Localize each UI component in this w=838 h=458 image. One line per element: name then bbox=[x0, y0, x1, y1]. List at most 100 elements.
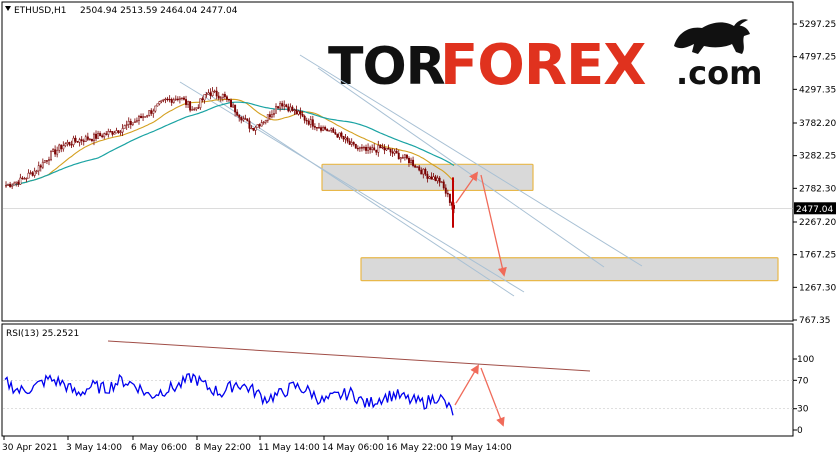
candle-body bbox=[213, 90, 216, 93]
candle-body bbox=[360, 147, 363, 149]
candle-body bbox=[25, 177, 28, 180]
candle-body bbox=[195, 107, 198, 110]
candle-body bbox=[27, 172, 30, 179]
candle-body bbox=[187, 101, 190, 105]
candle-body bbox=[268, 114, 271, 118]
candle-body bbox=[52, 149, 55, 152]
candle-body bbox=[172, 99, 175, 103]
candle-body bbox=[385, 148, 388, 151]
candle-body bbox=[115, 130, 118, 134]
time-tick-label: 11 May 14:00 bbox=[258, 443, 320, 453]
candle-body bbox=[244, 118, 247, 120]
candle-body bbox=[301, 113, 304, 117]
rsi-trend-line bbox=[107, 340, 591, 372]
candle-body bbox=[291, 106, 294, 111]
candle-body bbox=[252, 127, 255, 131]
candle-body bbox=[19, 177, 22, 185]
candle-body bbox=[207, 92, 210, 95]
candle-body bbox=[93, 133, 95, 141]
candle-body bbox=[56, 149, 59, 155]
forecast-arrow-down bbox=[480, 174, 507, 277]
price-tick-label: 767.35 bbox=[799, 316, 831, 326]
candle-body bbox=[90, 138, 93, 141]
candle-body bbox=[352, 142, 355, 145]
candle-body bbox=[99, 133, 102, 136]
price-tick-label: 4797.25 bbox=[799, 53, 836, 63]
candle-body bbox=[270, 114, 273, 118]
candle-body bbox=[307, 120, 310, 125]
candle-body bbox=[7, 183, 10, 186]
candle-body bbox=[80, 139, 83, 141]
candle-body bbox=[54, 149, 57, 155]
candle-body bbox=[225, 96, 228, 100]
candle-body bbox=[395, 150, 398, 154]
candle-body bbox=[420, 169, 423, 175]
candle-body bbox=[37, 165, 40, 172]
candle-body bbox=[340, 132, 343, 137]
candle-body bbox=[348, 140, 351, 145]
candle-body bbox=[367, 147, 370, 151]
candle-body bbox=[234, 104, 237, 113]
candle-body bbox=[199, 98, 202, 108]
candle-body bbox=[446, 193, 449, 195]
candle-body bbox=[154, 105, 157, 112]
candle-body bbox=[41, 161, 44, 168]
candle-body bbox=[324, 127, 327, 130]
candle-body bbox=[279, 103, 282, 109]
price-tick-label: 3782.20 bbox=[799, 119, 836, 129]
candle-body bbox=[410, 159, 412, 164]
candle-body bbox=[422, 168, 425, 175]
candle-body bbox=[205, 93, 208, 96]
candle-body bbox=[299, 111, 302, 115]
candle-body bbox=[414, 165, 417, 168]
candle-body bbox=[256, 124, 259, 128]
logo-part-tor: TOR bbox=[328, 37, 445, 97]
candle-body bbox=[23, 178, 26, 180]
candle-body bbox=[344, 137, 347, 140]
candle-body bbox=[148, 110, 151, 116]
candle-body bbox=[230, 99, 232, 108]
candle-body bbox=[48, 159, 50, 161]
logo-part-forex: FOREX bbox=[440, 33, 646, 98]
candle-body bbox=[221, 94, 224, 98]
chart-ohlc: 2504.94 2513.59 2464.04 2477.04 bbox=[80, 6, 238, 16]
candle-body bbox=[369, 147, 372, 150]
candle-body bbox=[103, 133, 106, 138]
candle-body bbox=[356, 147, 359, 150]
candle-body bbox=[408, 157, 410, 164]
candle-body bbox=[320, 127, 322, 131]
candle-body bbox=[236, 111, 239, 116]
candle-body bbox=[371, 147, 374, 150]
candle-body bbox=[156, 103, 159, 107]
candle-body bbox=[11, 184, 14, 187]
candle-body bbox=[117, 130, 120, 133]
candle-body bbox=[170, 99, 173, 103]
candle-body bbox=[168, 98, 171, 101]
candle-body bbox=[326, 129, 329, 131]
moving-average-fast bbox=[5, 98, 455, 186]
candle-body bbox=[354, 143, 357, 149]
candle-body bbox=[193, 108, 196, 111]
candle-body bbox=[448, 193, 451, 203]
candle-body bbox=[281, 103, 284, 107]
candle-body bbox=[403, 154, 406, 159]
candle-body bbox=[393, 150, 396, 154]
candle-body bbox=[131, 122, 134, 125]
candle-body bbox=[158, 101, 161, 105]
candle-body bbox=[68, 142, 71, 145]
candle-body bbox=[322, 127, 325, 131]
candle-body bbox=[95, 133, 97, 139]
candle-body bbox=[283, 104, 286, 107]
candle-body bbox=[127, 120, 130, 125]
rsi-arrow-up bbox=[454, 364, 479, 406]
candle-body bbox=[442, 181, 445, 189]
candle-body bbox=[43, 160, 46, 163]
candle-body bbox=[293, 109, 296, 111]
candle-body bbox=[228, 98, 230, 101]
candle-body bbox=[70, 144, 73, 146]
candle-body bbox=[13, 182, 16, 186]
candle-body bbox=[140, 116, 142, 119]
time-tick-label: 16 May 22:00 bbox=[386, 443, 448, 453]
